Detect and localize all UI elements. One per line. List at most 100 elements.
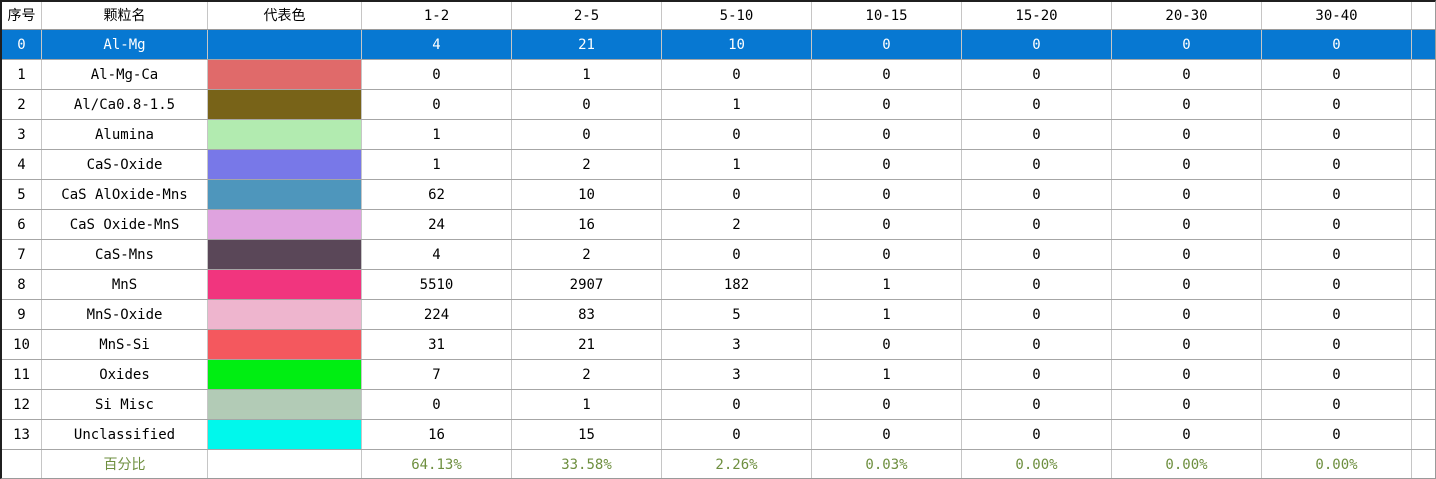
table-row[interactable]: 7 CaS-Mns 4 2 0 0 0 0 0 bbox=[2, 240, 1435, 270]
row-spacer-cell bbox=[1412, 210, 1435, 239]
count-cell: 1 bbox=[812, 300, 962, 329]
count-cell: 0 bbox=[1112, 180, 1262, 209]
particle-name-cell: Al/Ca0.8-1.5 bbox=[42, 90, 208, 119]
count-cell: 0 bbox=[362, 60, 512, 89]
count-cell: 1 bbox=[662, 150, 812, 179]
color-swatch bbox=[208, 270, 362, 299]
count-cell: 0 bbox=[1112, 420, 1262, 449]
count-cell: 2 bbox=[512, 240, 662, 269]
header-row: 序号 颗粒名 代表色 1-2 2-5 5-10 10-15 15-20 20-30 30-40 bbox=[2, 2, 1435, 30]
row-index-cell: 13 bbox=[2, 420, 42, 449]
percent-cell: 33.58% bbox=[512, 450, 662, 478]
row-index-cell: 2 bbox=[2, 90, 42, 119]
col-header-bin: 1-2 bbox=[362, 2, 512, 29]
row-spacer-cell bbox=[1412, 240, 1435, 269]
col-header-bin: 15-20 bbox=[962, 2, 1112, 29]
count-cell: 0 bbox=[362, 90, 512, 119]
count-cell: 0 bbox=[962, 240, 1112, 269]
count-cell: 0 bbox=[1262, 90, 1412, 119]
table-row[interactable]: 1 Al-Mg-Ca 0 1 0 0 0 0 0 bbox=[2, 60, 1435, 90]
particle-name-cell: Oxides bbox=[42, 360, 208, 389]
count-cell: 0 bbox=[1112, 390, 1262, 419]
color-swatch bbox=[208, 420, 362, 449]
particle-name-cell: CaS AlOxide-Mns bbox=[42, 180, 208, 209]
particle-name-cell: Al-Mg-Ca bbox=[42, 60, 208, 89]
count-cell: 0 bbox=[512, 90, 662, 119]
count-cell: 3 bbox=[662, 330, 812, 359]
count-cell: 4 bbox=[362, 240, 512, 269]
count-cell: 21 bbox=[512, 330, 662, 359]
count-cell: 0 bbox=[1112, 300, 1262, 329]
count-cell: 7 bbox=[362, 360, 512, 389]
row-spacer-cell bbox=[1412, 270, 1435, 299]
row-spacer-cell bbox=[1412, 360, 1435, 389]
row-index-cell: 9 bbox=[2, 300, 42, 329]
table-row[interactable]: 5 CaS AlOxide-Mns 62 10 0 0 0 0 0 bbox=[2, 180, 1435, 210]
table-row[interactable]: 11 Oxides 7 2 3 1 0 0 0 bbox=[2, 360, 1435, 390]
row-index-cell: 3 bbox=[2, 120, 42, 149]
table-row[interactable]: 13 Unclassified 16 15 0 0 0 0 0 bbox=[2, 420, 1435, 450]
percent-cell: 0.03% bbox=[812, 450, 962, 478]
count-cell: 2 bbox=[662, 210, 812, 239]
count-cell: 0 bbox=[1262, 360, 1412, 389]
count-cell: 16 bbox=[362, 420, 512, 449]
color-swatch bbox=[208, 120, 362, 149]
count-cell: 0 bbox=[962, 270, 1112, 299]
col-header-particle-name: 颗粒名 bbox=[42, 2, 208, 29]
count-cell: 62 bbox=[362, 180, 512, 209]
footer-row: 百分比 64.13% 33.58% 2.26% 0.03% 0.00% 0.00% 0.00% bbox=[2, 450, 1435, 478]
count-cell: 1 bbox=[362, 150, 512, 179]
col-header-bin: 5-10 bbox=[662, 2, 812, 29]
table-body: 0 Al-Mg 4 21 10 0 0 0 0 1 Al-Mg-Ca 0 1 0 0 0 0 0 2 Al/Ca0.8… bbox=[2, 30, 1435, 450]
row-index-cell: 12 bbox=[2, 390, 42, 419]
count-cell: 0 bbox=[962, 150, 1112, 179]
table-row[interactable]: 3 Alumina 1 0 0 0 0 0 0 bbox=[2, 120, 1435, 150]
count-cell: 0 bbox=[962, 330, 1112, 359]
count-cell: 0 bbox=[662, 240, 812, 269]
count-cell: 0 bbox=[812, 420, 962, 449]
particle-name-cell: MnS-Si bbox=[42, 330, 208, 359]
percent-cell: 0.00% bbox=[962, 450, 1112, 478]
count-cell: 0 bbox=[662, 180, 812, 209]
count-cell: 0 bbox=[1112, 30, 1262, 59]
count-cell: 5 bbox=[662, 300, 812, 329]
count-cell: 0 bbox=[1262, 210, 1412, 239]
table-row[interactable]: 10 MnS-Si 31 21 3 0 0 0 0 bbox=[2, 330, 1435, 360]
count-cell: 15 bbox=[512, 420, 662, 449]
table-row[interactable]: 9 MnS-Oxide 224 83 5 1 0 0 0 bbox=[2, 300, 1435, 330]
col-header-index: 序号 bbox=[2, 2, 42, 29]
particle-name-cell: Al-Mg bbox=[42, 30, 208, 59]
count-cell: 0 bbox=[662, 120, 812, 149]
table-row[interactable]: 6 CaS Oxide-MnS 24 16 2 0 0 0 0 bbox=[2, 210, 1435, 240]
table-row[interactable]: 2 Al/Ca0.8-1.5 0 0 1 0 0 0 0 bbox=[2, 90, 1435, 120]
color-swatch bbox=[208, 240, 362, 269]
table-row[interactable]: 12 Si Misc 0 1 0 0 0 0 0 bbox=[2, 390, 1435, 420]
count-cell: 0 bbox=[1262, 300, 1412, 329]
count-cell: 0 bbox=[1112, 90, 1262, 119]
count-cell: 3 bbox=[662, 360, 812, 389]
count-cell: 0 bbox=[812, 390, 962, 419]
count-cell: 0 bbox=[1262, 150, 1412, 179]
color-swatch bbox=[208, 150, 362, 179]
particle-name-cell: MnS bbox=[42, 270, 208, 299]
col-header-color: 代表色 bbox=[208, 2, 362, 29]
count-cell: 0 bbox=[962, 30, 1112, 59]
count-cell: 0 bbox=[1262, 330, 1412, 359]
footer-color-cell bbox=[208, 450, 362, 478]
count-cell: 0 bbox=[962, 120, 1112, 149]
table-row[interactable]: 4 CaS-Oxide 1 2 1 0 0 0 0 bbox=[2, 150, 1435, 180]
row-spacer-cell bbox=[1412, 330, 1435, 359]
count-cell: 0 bbox=[1112, 330, 1262, 359]
col-header-bin: 10-15 bbox=[812, 2, 962, 29]
count-cell: 2 bbox=[512, 360, 662, 389]
count-cell: 2 bbox=[512, 150, 662, 179]
color-swatch bbox=[208, 300, 362, 329]
count-cell: 0 bbox=[1262, 120, 1412, 149]
particle-name-cell: CaS-Oxide bbox=[42, 150, 208, 179]
table-row[interactable]: 0 Al-Mg 4 21 10 0 0 0 0 bbox=[2, 30, 1435, 60]
table-row[interactable]: 8 MnS 5510 2907 182 1 0 0 0 bbox=[2, 270, 1435, 300]
percent-cell: 0.00% bbox=[1262, 450, 1412, 478]
particle-name-cell: Alumina bbox=[42, 120, 208, 149]
count-cell: 24 bbox=[362, 210, 512, 239]
